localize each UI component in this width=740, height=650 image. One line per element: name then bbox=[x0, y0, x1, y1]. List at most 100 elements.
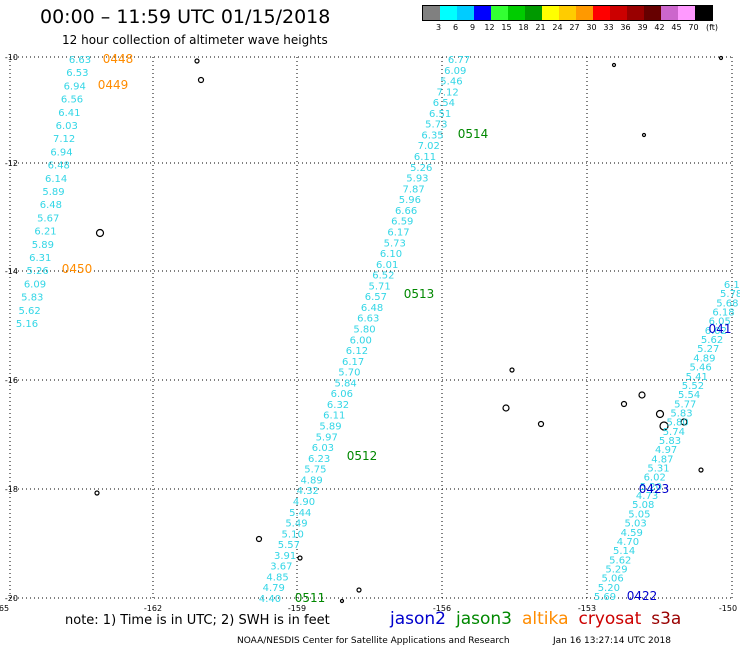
swh-value: 5.84 bbox=[334, 378, 356, 389]
island-outline bbox=[620, 400, 628, 408]
swh-value: 5.89 bbox=[32, 240, 54, 251]
color-scale-label: 21 bbox=[535, 23, 546, 32]
pass-time-label: 041 bbox=[709, 322, 732, 336]
swh-value: 6.10 bbox=[380, 249, 402, 260]
swh-value: 6.57 bbox=[365, 292, 387, 303]
swh-value: 5.10 bbox=[282, 529, 304, 540]
color-scale-label: 24 bbox=[552, 23, 563, 32]
island-outline bbox=[698, 467, 704, 473]
swh-value: 6.48 bbox=[48, 161, 70, 172]
pass-time-label: 0511 bbox=[295, 591, 326, 605]
island-outline bbox=[537, 420, 545, 428]
swh-value: 6.41 bbox=[58, 108, 80, 119]
swh-value: 6.09 bbox=[444, 66, 466, 77]
swh-value: 5.93 bbox=[406, 174, 428, 185]
color-swatch bbox=[661, 6, 678, 20]
swh-value: 5.74 bbox=[663, 427, 685, 438]
swh-value: 5.44 bbox=[289, 508, 311, 519]
credit-line: NOAA/NESDIS Center for Satellite Applica… bbox=[237, 636, 510, 646]
lat-tick-label: -18 bbox=[5, 485, 18, 494]
swh-value: 5.31 bbox=[647, 464, 669, 475]
color-scale-label: 45 bbox=[671, 23, 682, 32]
swh-value: 6.35 bbox=[421, 130, 443, 141]
color-scale-bar bbox=[422, 5, 713, 21]
islands bbox=[94, 55, 724, 604]
swh-value: 7.12 bbox=[53, 134, 75, 145]
swh-value: 5.57 bbox=[278, 540, 300, 551]
swh-value: 4.89 bbox=[693, 353, 715, 364]
swh-value: 5.70 bbox=[338, 368, 360, 379]
lat-tick-label: -16 bbox=[5, 376, 18, 385]
color-swatch bbox=[508, 6, 525, 20]
swh-value: 3.67 bbox=[270, 562, 292, 573]
swh-value: 4.70 bbox=[617, 537, 639, 548]
swh-value: 7.87 bbox=[403, 184, 425, 195]
swh-value: 6.54 bbox=[433, 98, 455, 109]
color-scale-label: 12 bbox=[484, 23, 495, 32]
swh-value: 6.11 bbox=[323, 411, 345, 422]
satellite-legend-item: altika bbox=[522, 609, 569, 629]
island-outline bbox=[339, 598, 345, 604]
lon-tick-label: -150 bbox=[719, 604, 737, 613]
swh-value: 5.62 bbox=[19, 306, 41, 317]
swh-value: 6.17 bbox=[342, 357, 364, 368]
swh-value: 6.53 bbox=[66, 68, 88, 79]
swh-value: 7.12 bbox=[437, 87, 459, 98]
satellite-legend: jason2 jason3 altika cryosat s3a bbox=[390, 609, 691, 629]
swh-value: 6.32 bbox=[327, 400, 349, 411]
swh-value: 5.89 bbox=[42, 187, 64, 198]
swh-value: 6.31 bbox=[29, 253, 51, 264]
swh-value: 5.69 bbox=[594, 592, 616, 603]
swh-value: 6.59 bbox=[391, 217, 413, 228]
color-scale-label: 9 bbox=[469, 23, 476, 32]
swh-value: 5.29 bbox=[605, 564, 627, 575]
swh-value: 6.18 bbox=[712, 308, 734, 319]
swh-value: 5.26 bbox=[26, 266, 48, 277]
color-scale-label: 39 bbox=[637, 23, 648, 32]
swh-value: 5.89 bbox=[319, 422, 341, 433]
swh-value: 4.79 bbox=[263, 583, 285, 594]
swh-value: 5.73 bbox=[384, 238, 406, 249]
color-scale-labels: 3 6 9 12 15 18 21 24 27 30 33 36 39 42 45 70 (ft) bbox=[422, 23, 740, 35]
island-outline bbox=[611, 62, 617, 68]
swh-value: 6.09 bbox=[24, 279, 46, 290]
pass-time-label: 0514 bbox=[458, 127, 489, 141]
island-outline bbox=[638, 391, 646, 399]
satellite-legend-item: jason3 bbox=[456, 609, 512, 629]
color-scale-label: 42 bbox=[654, 23, 665, 32]
swh-value: 6.02 bbox=[644, 473, 666, 484]
swh-value: 5.97 bbox=[316, 432, 338, 443]
island-outline bbox=[641, 132, 647, 138]
color-swatch bbox=[474, 6, 491, 20]
color-swatch bbox=[542, 6, 559, 20]
color-swatch bbox=[440, 6, 457, 20]
swh-value: 6.01 bbox=[376, 260, 398, 271]
swh-value: 4.32 bbox=[297, 486, 319, 497]
swh-value: 5.80 bbox=[667, 418, 689, 429]
swh-value: 4.97 bbox=[655, 445, 677, 456]
generation-timestamp: Jan 16 13:27:14 UTC 2018 bbox=[553, 636, 671, 646]
swh-value: 6.66 bbox=[395, 206, 417, 217]
swh-value: 5.68 bbox=[716, 298, 738, 309]
color-swatch bbox=[644, 6, 661, 20]
island-outline bbox=[718, 55, 724, 61]
swh-value: 5.41 bbox=[686, 372, 708, 383]
swh-value: 6.03 bbox=[56, 121, 78, 132]
swh-value: 4.59 bbox=[621, 528, 643, 539]
swh-value: 6.63 bbox=[69, 55, 91, 66]
swh-value: 5.78 bbox=[720, 289, 740, 300]
swh-value: 6.11 bbox=[414, 152, 436, 163]
color-scale-unit: (ft) bbox=[705, 23, 719, 32]
color-scale-label: 3 bbox=[435, 23, 442, 32]
swh-value: 6.94 bbox=[50, 147, 72, 158]
swh-value: 6.63 bbox=[357, 314, 379, 325]
color-scale-label: 36 bbox=[620, 23, 631, 32]
color-swatch bbox=[678, 6, 695, 20]
color-swatch bbox=[423, 6, 440, 20]
swh-value: 5.05 bbox=[628, 509, 650, 520]
island-outline bbox=[655, 409, 665, 419]
pass-time-label: 0423 bbox=[639, 482, 670, 496]
pass-time-label: 0512 bbox=[347, 449, 378, 463]
swh-value: 6.17 bbox=[387, 227, 409, 238]
color-scale-label: 70 bbox=[688, 23, 699, 32]
